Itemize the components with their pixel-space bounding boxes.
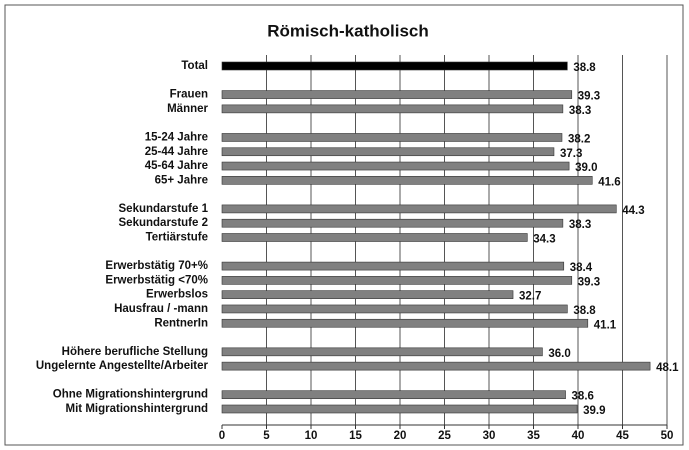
bar — [221, 276, 573, 285]
bar — [221, 133, 563, 142]
y-tick-label: Erwerbstätig 70+% — [105, 260, 208, 272]
bar — [221, 347, 543, 357]
y-tick-label: Tertiärstufe — [146, 232, 208, 244]
chart-title: Römisch-katholisch — [267, 21, 429, 40]
y-tick-label: Hausfrau / -mann — [114, 303, 208, 315]
value-label: 39.9 — [583, 405, 605, 417]
y-tick-label: Ungelernte Angestellte/Arbeiter — [36, 360, 209, 372]
bar — [221, 290, 514, 299]
y-tick-label: 15-24 Jahre — [145, 131, 208, 143]
bar — [221, 404, 578, 414]
bar — [221, 218, 564, 228]
x-tick-label: 45 — [616, 430, 629, 442]
value-label: 41.1 — [594, 319, 617, 331]
y-tick-label: Frauen — [170, 89, 208, 101]
bar — [221, 176, 593, 185]
y-tick-label: Sekundarstufe 2 — [119, 217, 208, 229]
value-label: 38.6 — [572, 391, 594, 403]
value-label: 32.7 — [519, 291, 541, 303]
bar — [221, 204, 617, 214]
bar — [221, 390, 566, 400]
x-tick-label: 25 — [438, 430, 451, 442]
x-tick-label: 0 — [219, 430, 225, 442]
y-tick-label: Erwerbstätig <70% — [105, 274, 208, 286]
bar — [221, 304, 568, 314]
y-tick-label: Sekundarstufe 1 — [119, 203, 209, 215]
y-tick-label: 25-44 Jahre — [145, 146, 208, 158]
y-tick-label: Höhere berufliche Stellung — [62, 346, 208, 358]
y-tick-label: Ohne Migrationshintergrund — [53, 389, 208, 401]
bar — [221, 233, 528, 242]
chart-frame — [4, 4, 684, 446]
bar — [221, 161, 570, 171]
bar — [221, 318, 589, 328]
x-tick-label: 10 — [305, 430, 318, 442]
y-tick-label: Mit Migrationshintergrund — [66, 403, 208, 415]
value-label: 39.0 — [575, 162, 597, 174]
y-tick-label: 65+ Jahre — [155, 174, 208, 186]
x-tick-label: 20 — [394, 430, 407, 442]
value-label: 36.0 — [548, 348, 570, 360]
value-label: 39.3 — [578, 276, 600, 288]
y-tick-label: RentnerIn — [154, 317, 208, 329]
value-label: 39.3 — [578, 91, 600, 103]
value-label: 38.3 — [569, 105, 591, 117]
x-tick-label: 5 — [263, 430, 270, 442]
y-tick-label: Erwerbslos — [146, 289, 208, 301]
bar — [221, 104, 564, 114]
value-label: 37.3 — [560, 148, 582, 160]
value-label: 44.3 — [622, 205, 644, 217]
x-tick-label: 40 — [572, 430, 585, 442]
x-tick-label: 35 — [527, 430, 540, 442]
y-tick-label: Männer — [167, 103, 208, 115]
value-label: 38.2 — [568, 133, 590, 145]
value-label: 38.8 — [573, 62, 596, 74]
bar — [221, 61, 568, 71]
value-label: 48.1 — [656, 362, 679, 374]
value-label: 34.3 — [533, 234, 555, 246]
value-label: 38.3 — [569, 219, 591, 231]
bar — [221, 361, 651, 371]
bar — [221, 90, 573, 99]
x-tick-label: 15 — [349, 430, 362, 442]
value-label: 41.6 — [598, 176, 620, 188]
value-label: 38.4 — [570, 262, 593, 274]
value-label: 38.8 — [573, 305, 596, 317]
y-tick-label: Total — [181, 60, 208, 72]
bar — [221, 147, 555, 157]
y-tick-label: 45-64 Jahre — [145, 160, 208, 172]
x-tick-label: 50 — [661, 430, 674, 442]
bar — [221, 261, 565, 271]
x-tick-label: 30 — [483, 430, 496, 442]
